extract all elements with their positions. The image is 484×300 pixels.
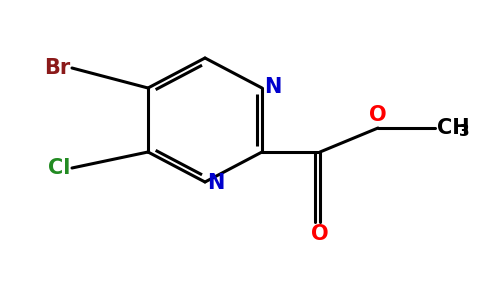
Text: CH: CH	[437, 118, 469, 138]
Text: Br: Br	[44, 58, 70, 78]
Text: 3: 3	[459, 124, 469, 140]
Text: O: O	[369, 105, 387, 125]
Text: N: N	[264, 77, 281, 97]
Text: Cl: Cl	[47, 158, 70, 178]
Text: N: N	[207, 173, 225, 193]
Text: O: O	[311, 224, 329, 244]
